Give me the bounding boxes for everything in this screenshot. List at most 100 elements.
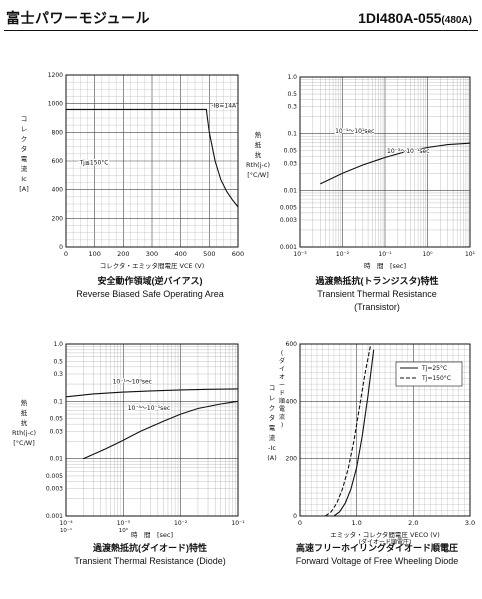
caption-en: Transient Thermal Resistance: [317, 289, 437, 299]
y-tick-label: 0.05: [284, 148, 298, 155]
plot-frame: [65, 74, 239, 248]
header-rule: [4, 30, 478, 31]
y-axis-label: 流: [269, 433, 276, 442]
y-tick-label: 400: [52, 187, 64, 194]
y-axis-label: 電: [21, 155, 28, 163]
y-tick-label: 0: [293, 513, 297, 520]
caption-jp: 高速フリーホイリングダイオード順電圧: [295, 543, 458, 553]
y-axis-label: Rth(j-c): [246, 161, 270, 169]
y-axis-label: タ: [269, 413, 276, 422]
y-tick-label: 0.3: [287, 104, 297, 111]
y-axis-label-2: オ: [279, 374, 285, 381]
y-axis-label: (A): [267, 454, 277, 462]
model-rating: (480A): [441, 15, 472, 26]
x-axis-label-2: (ダイオード順電圧): [359, 538, 412, 546]
x-tick-label: 10¹: [465, 251, 476, 258]
x-tick-label: 0: [64, 250, 68, 258]
x-tick-label: 2.0: [408, 519, 418, 527]
caption-en2: (Transistor): [354, 302, 400, 312]
x-tick-label: 300: [146, 250, 158, 258]
y-axis-label: ク: [21, 135, 28, 143]
caption-jp: 過渡熱抵抗(ダイオード)特性: [93, 543, 207, 553]
y-tick-label: 0.01: [284, 187, 298, 194]
y-axis-label: 電: [269, 424, 276, 432]
y-tick-label: 0.5: [287, 91, 297, 98]
annotation: 10⁻³～10⁻¹sec: [387, 148, 430, 155]
plot-frame: [299, 343, 471, 517]
legend-box: [395, 361, 463, 387]
x-tick-label: 1.0: [351, 519, 361, 527]
y-tick-label: 0.001: [46, 513, 63, 520]
y-tick-label: 0.3: [53, 371, 63, 378]
y-tick-label: 0.5: [53, 358, 63, 365]
y-axis-label: タ: [21, 144, 28, 153]
caption-jp: 安全動作領域(逆バイアス): [97, 276, 203, 286]
caption-en: Transient Thermal Resistance (Diode): [74, 556, 226, 566]
y-axis-label: [A]: [19, 185, 29, 193]
x-tick-label: 10⁰: [422, 251, 433, 258]
y-tick-label: 600: [52, 158, 64, 165]
caption-thermal-transistor: 過渡熱抵抗(トランジスタ)特性 Transient Thermal Resist…: [272, 275, 482, 314]
y-tick-label: 1000: [48, 101, 63, 108]
x-tick-label: 500: [203, 250, 215, 258]
y-axis-label-2: ド: [279, 390, 285, 397]
y-tick-label: 0.005: [46, 473, 63, 480]
y-tick-label: 0.03: [50, 428, 64, 435]
x-tick-label-secondary: 10⁰: [119, 527, 129, 534]
y-axis-label-2: ー: [279, 382, 285, 389]
y-axis-label: 抵: [255, 140, 262, 149]
y-axis-label: レ: [269, 394, 276, 402]
annotation: -IB=14A: [211, 102, 237, 109]
plot-frame: [65, 343, 239, 517]
x-tick-label: 600: [232, 250, 244, 258]
caption-forward-voltage: 高速フリーホイリングダイオード順電圧 Forward Voltage of Fr…: [272, 542, 482, 568]
y-axis-label: Rth(j-c): [12, 429, 36, 437]
y-axis-label: 抵: [21, 408, 28, 417]
series-line: [66, 108, 239, 208]
y-tick-label: 0.003: [280, 217, 297, 224]
y-axis-label: -Ic: [268, 444, 276, 452]
y-axis-label: 流: [21, 164, 28, 173]
y-axis-label: 熱: [255, 130, 262, 139]
y-tick-label: 200: [286, 456, 298, 463]
annotation: Tj≦150°C: [78, 160, 108, 167]
y-axis-label: コ: [269, 384, 276, 392]
y-tick-label: 0.1: [53, 398, 63, 405]
y-axis-label: [°C/W]: [247, 171, 268, 179]
x-axis-label: 時 間 [sec]: [131, 531, 173, 539]
y-tick-label: 0.1: [287, 131, 297, 138]
x-tick-label: 200: [117, 250, 129, 258]
y-axis-label: [°C/W]: [13, 439, 34, 447]
x-axis-label: 時 間 [sec]: [364, 262, 406, 270]
brand-title: 富士パワーモジュール: [6, 11, 151, 27]
y-tick-label: 1200: [48, 72, 63, 79]
model-number: 1DI480A-055(480A): [358, 10, 472, 26]
y-tick-label: 0.001: [280, 244, 297, 251]
y-tick-label: 0.05: [50, 416, 64, 423]
caption-en: Reverse Biased Safe Operating Area: [76, 289, 224, 299]
x-tick-label: 10⁻⁴: [59, 520, 73, 527]
y-axis-label: コ: [21, 115, 28, 123]
y-axis-label-2: 電: [279, 406, 285, 413]
x-tick-label: 0: [298, 519, 302, 527]
annotation: 10⁻¹～10⁰sec: [113, 378, 152, 385]
x-tick-label-secondary: 10⁻¹: [60, 527, 72, 534]
y-tick-label: 200: [52, 215, 64, 222]
x-tick-label: 10⁻¹: [378, 251, 392, 258]
x-axis-label: エミッタ・コレクタ間電圧 VECO (V): [330, 530, 440, 539]
y-tick-label: 0.03: [284, 160, 298, 167]
y-axis-label-2: 順: [279, 398, 285, 405]
caption-thermal-diode: 過渡熱抵抗(ダイオード)特性 Transient Thermal Resista…: [40, 542, 260, 568]
x-tick-label: 100: [88, 250, 100, 258]
x-axis-label: コレクタ・エミッタ間電圧 VCE (V): [100, 261, 204, 270]
y-axis-label-2: ダ: [279, 357, 285, 365]
y-tick-label: 400: [286, 398, 298, 405]
y-axis-label: レ: [21, 125, 28, 133]
y-axis-label-2: 流: [279, 413, 285, 421]
x-tick-label: 10⁻³: [293, 251, 307, 258]
x-tick-label: 10⁻³: [117, 520, 131, 527]
x-tick-label: 10⁻²: [174, 520, 188, 527]
series-line: [320, 142, 471, 185]
y-tick-label: 1.0: [53, 341, 63, 348]
caption-jp: 過渡熱抵抗(トランジスタ)特性: [315, 276, 439, 286]
